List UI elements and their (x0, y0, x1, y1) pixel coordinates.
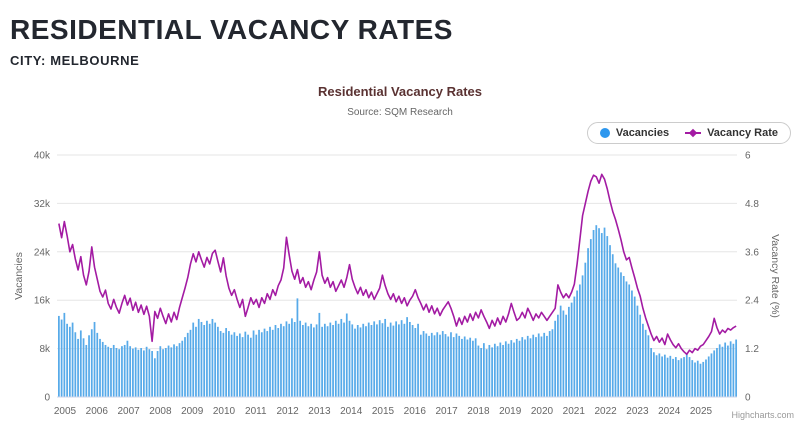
svg-text:2021: 2021 (563, 406, 586, 417)
svg-text:2016: 2016 (404, 406, 427, 417)
right-axis-title: Vacancy Rate (%) (769, 234, 781, 318)
svg-text:4.8: 4.8 (745, 199, 759, 210)
svg-text:2023: 2023 (626, 406, 649, 417)
svg-text:32k: 32k (34, 199, 51, 210)
right-axis-labels: 0 1.2 2.4 3.6 4.8 6 (745, 151, 759, 404)
svg-text:2008: 2008 (149, 406, 172, 417)
vacancy-rate-marker-icon (685, 128, 702, 138)
page-title: RESIDENTIAL VACANCY RATES (10, 14, 453, 45)
svg-text:Vacancy Rate (%): Vacancy Rate (%) (769, 234, 781, 318)
svg-text:2017: 2017 (435, 406, 458, 417)
vacancy-rate-line-series (58, 173, 737, 356)
svg-text:2025: 2025 (690, 406, 713, 417)
svg-text:2022: 2022 (594, 406, 617, 417)
svg-text:2024: 2024 (658, 406, 681, 417)
svg-text:1.2: 1.2 (745, 344, 759, 355)
svg-text:2018: 2018 (467, 406, 490, 417)
highcharts-credit-link[interactable]: Highcharts.com (731, 410, 794, 420)
svg-text:24k: 24k (34, 247, 51, 258)
svg-text:2012: 2012 (276, 406, 299, 417)
svg-text:2013: 2013 (308, 406, 331, 417)
svg-text:2005: 2005 (54, 406, 77, 417)
page-subtitle-city: CITY: MELBOURNE (10, 53, 140, 68)
vacancies-bars-series (58, 225, 738, 398)
legend-label-vacancy-rate: Vacancy Rate (707, 127, 778, 139)
svg-text:2019: 2019 (499, 406, 522, 417)
svg-text:0: 0 (44, 393, 50, 404)
vacancies-marker-icon (599, 128, 610, 138)
left-axis-title: Vacancies (13, 252, 25, 300)
svg-text:3.6: 3.6 (745, 247, 759, 258)
svg-text:8k: 8k (39, 344, 51, 355)
left-axis-labels: 0 8k 16k 24k 32k 40k (34, 151, 51, 404)
svg-text:2006: 2006 (86, 406, 109, 417)
svg-text:2009: 2009 (181, 406, 204, 417)
chart-title: Residential Vacancy Rates (317, 84, 483, 99)
legend-item-vacancy-rate[interactable]: Vacancy Rate (685, 127, 778, 139)
svg-text:Vacancies: Vacancies (13, 252, 25, 300)
svg-text:6: 6 (745, 151, 751, 162)
svg-text:0: 0 (745, 393, 751, 404)
svg-text:2011: 2011 (245, 406, 267, 417)
x-axis-labels: 2005 2006 2007 2008 2009 2010 2011 2012 2013 2014… (54, 406, 713, 417)
legend-item-vacancies[interactable]: Vacancies (599, 127, 670, 139)
chart-subtitle: Source: SQM Research (347, 107, 453, 118)
chart-legend: Vacancies Vacancy Rate (586, 122, 791, 144)
svg-text:40k: 40k (34, 151, 51, 162)
svg-text:2.4: 2.4 (745, 296, 759, 307)
svg-text:2010: 2010 (213, 406, 236, 417)
svg-text:2020: 2020 (531, 406, 554, 417)
svg-text:2007: 2007 (117, 406, 140, 417)
legend-label-vacancies: Vacancies (615, 127, 670, 139)
svg-text:16k: 16k (34, 296, 51, 307)
svg-text:2015: 2015 (372, 406, 395, 417)
svg-text:2014: 2014 (340, 406, 363, 417)
